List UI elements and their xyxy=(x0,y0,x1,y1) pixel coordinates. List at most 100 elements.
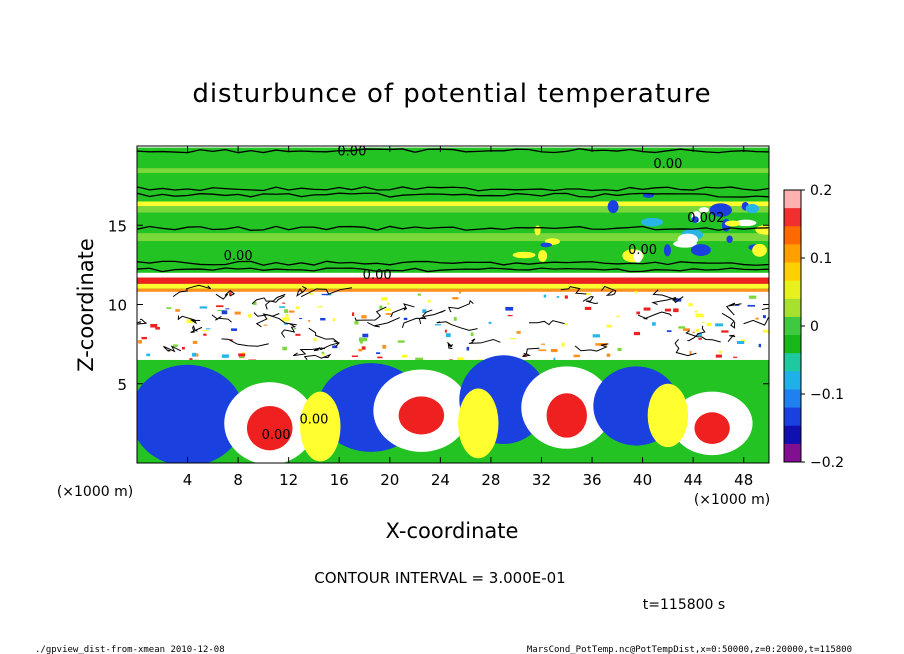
noise-speck xyxy=(721,330,729,333)
noise-speck xyxy=(381,297,388,301)
contour-label: 0.00 xyxy=(299,412,328,427)
contour-labels: 0.00 0.00 0.002 0.00 0.00 0.00 0.00 0.00 xyxy=(224,145,725,444)
noise-speck xyxy=(734,304,740,306)
anomaly-patch xyxy=(538,250,548,262)
noise-speck xyxy=(561,342,565,347)
anomaly-patch xyxy=(690,244,711,256)
noise-speck xyxy=(252,301,257,306)
noise-speck xyxy=(453,317,457,321)
colorbar-tick-label: 0.2 xyxy=(810,183,832,199)
noise-speck xyxy=(282,302,286,304)
horizontal-band xyxy=(137,233,769,242)
noise-speck xyxy=(758,343,762,348)
anomaly-patch xyxy=(752,243,767,257)
contour-line xyxy=(687,325,706,342)
noise-speck xyxy=(584,306,592,310)
colorbar-tick-label: −0.1 xyxy=(810,387,844,403)
anomaly-patch xyxy=(663,244,671,257)
noise-speck xyxy=(332,345,338,349)
horizontal-band xyxy=(137,277,769,284)
noise-speck xyxy=(573,354,580,358)
convective-cell xyxy=(647,383,689,448)
noise-speck xyxy=(385,313,393,315)
noise-speck xyxy=(376,352,381,355)
noise-speck xyxy=(434,324,441,326)
contour-line xyxy=(354,306,387,321)
noise-speck xyxy=(564,323,568,326)
colorbar-cell xyxy=(784,190,801,209)
anomaly-patch xyxy=(755,224,769,235)
noise-speck xyxy=(221,354,229,358)
noise-speck xyxy=(664,308,671,312)
noise-speck xyxy=(192,340,198,344)
noise-speck xyxy=(422,309,427,314)
noise-speck xyxy=(186,319,194,324)
anomaly-patch xyxy=(607,200,619,214)
contour-line xyxy=(296,285,308,297)
x-tick-label: 40 xyxy=(633,471,652,489)
contour-label: 0.00 xyxy=(337,145,366,160)
noise-speck xyxy=(293,327,297,330)
anomaly-patch xyxy=(677,233,699,246)
colorbar-cell xyxy=(784,353,801,372)
noise-speck xyxy=(616,315,620,318)
noise-speck xyxy=(643,307,651,311)
noise-speck xyxy=(308,293,314,295)
noise-speck xyxy=(352,312,355,317)
noise-speck xyxy=(282,317,290,322)
noise-speck xyxy=(606,353,611,357)
anomaly-patch xyxy=(698,207,709,213)
contour-line xyxy=(528,320,565,326)
contour-line xyxy=(447,341,453,350)
noise-speck xyxy=(452,297,459,300)
noise-speck xyxy=(755,317,759,320)
x-tick-label: 44 xyxy=(684,471,703,489)
noise-speck xyxy=(747,304,756,307)
y-tick-label: 15 xyxy=(108,217,127,235)
noise-speck xyxy=(606,324,612,328)
horizontal-band xyxy=(137,201,769,207)
contour-line xyxy=(303,353,332,361)
noise-speck xyxy=(199,306,208,309)
noise-speck xyxy=(234,311,241,315)
noise-speck xyxy=(299,317,303,320)
convective-cell xyxy=(137,364,245,463)
noise-speck xyxy=(510,337,516,340)
contour-line xyxy=(468,338,501,344)
convective-cell xyxy=(398,396,445,435)
anomaly-patch xyxy=(640,217,664,227)
contour-line xyxy=(137,148,769,154)
contour-line xyxy=(727,334,736,342)
noise-speck xyxy=(313,337,317,342)
noise-speck xyxy=(556,296,560,298)
contour-label: 0.002 xyxy=(687,211,724,226)
noise-speck xyxy=(282,346,287,351)
noise-speck xyxy=(283,323,288,325)
contour-line xyxy=(418,309,446,325)
colorbar-cell xyxy=(784,443,801,463)
noise-speck xyxy=(585,293,591,296)
noise-speck xyxy=(359,337,368,342)
noise-speck xyxy=(702,321,705,324)
noise-speck xyxy=(247,314,252,318)
contour-line xyxy=(436,321,478,331)
noise-speck xyxy=(203,333,207,336)
noise-speck xyxy=(699,314,705,318)
colorbar-cell xyxy=(784,389,801,409)
x-axis-label: X-coordinate xyxy=(386,519,519,543)
noise-speck xyxy=(695,328,700,332)
contour-line xyxy=(163,345,182,353)
noise-speck xyxy=(362,333,369,338)
noise-speck xyxy=(488,321,492,324)
anomaly-patch xyxy=(726,235,733,243)
x-tick-label: 20 xyxy=(380,471,399,489)
noise-speck xyxy=(150,323,158,328)
anomaly-patch xyxy=(745,203,759,214)
colorbar-cell xyxy=(784,262,801,282)
contour-interval: CONTOUR INTERVAL = 3.000E-01 xyxy=(314,569,565,587)
noise-speck xyxy=(216,305,224,308)
x-tick-label: 4 xyxy=(183,471,193,489)
contour-label: 0.00 xyxy=(363,268,392,283)
noise-speck xyxy=(689,350,692,355)
colorbar-cell xyxy=(784,280,801,300)
